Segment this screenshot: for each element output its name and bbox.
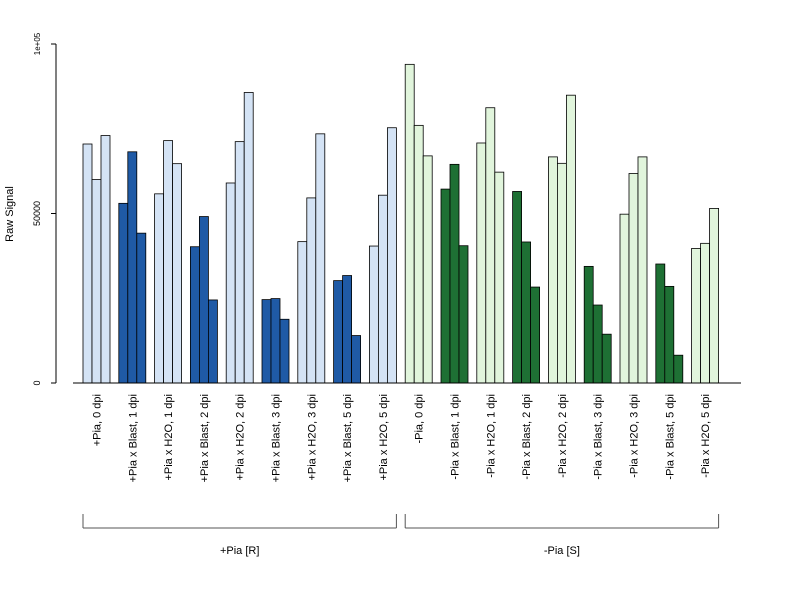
bar: [691, 248, 701, 384]
bar: [566, 94, 576, 384]
x-tick-label: -Pia, 0 dpi: [414, 394, 426, 444]
x-tick-label: -Pia x Blast, 3 dpi: [593, 394, 605, 480]
x-tick-label: +Pia x Blast, 5 dpi: [342, 394, 354, 482]
bar: [100, 135, 111, 384]
bar: [619, 213, 630, 384]
bar: [118, 202, 129, 384]
bar: [243, 92, 254, 384]
bar: [136, 232, 147, 384]
x-tick-label: -Pia x H2O, 1 dpi: [485, 394, 497, 478]
x-tick-label: +Pia x H2O, 3 dpi: [306, 394, 318, 481]
bar: [476, 142, 487, 384]
bar: [351, 335, 362, 384]
y-tick-label: 50000: [32, 201, 42, 226]
bar: [548, 156, 558, 384]
y-axis: 0 50000 1e+05: [32, 32, 57, 386]
x-tick-label: +Pia x Blast, 3 dpi: [271, 394, 283, 482]
x-tick-label: +Pia x H2O, 1 dpi: [163, 394, 175, 481]
bar: [413, 124, 424, 384]
x-tick-label: -Pia x Blast, 5 dpi: [664, 394, 676, 480]
bar: [655, 263, 666, 384]
bar: [207, 299, 218, 384]
bar: [270, 298, 281, 384]
bar: [709, 208, 719, 384]
bar: [637, 156, 648, 384]
bar: [163, 140, 174, 384]
bar: [422, 155, 433, 384]
bar: [189, 246, 200, 384]
bar: [512, 191, 522, 384]
x-tick-label: -Pia x Blast, 2 dpi: [521, 394, 533, 480]
bar: [449, 163, 460, 384]
bar: [673, 354, 684, 384]
x-tick-label: -Pia x Blast, 1 dpi: [450, 394, 462, 480]
bar: [91, 179, 102, 384]
bar-groups: [82, 63, 719, 384]
bar: [279, 318, 290, 384]
x-tick-label: +Pia, 0 dpi: [92, 394, 104, 446]
y-tick-label: 0: [32, 380, 42, 385]
x-tick-label: -Pia x H2O, 3 dpi: [629, 394, 641, 478]
x-tick-label: +Pia x H2O, 2 dpi: [235, 394, 247, 481]
bar: [315, 133, 326, 384]
x-tick-label: +Pia x Blast, 1 dpi: [127, 394, 139, 482]
y-axis-label: Raw Signal: [4, 186, 16, 242]
bar: [172, 163, 183, 384]
bar: [306, 197, 317, 384]
bar: [342, 275, 353, 384]
x-tick-labels: +Pia, 0 dpi +Pia x Blast, 1 dpi +Pia x H2O…: [92, 394, 713, 482]
bar: [583, 265, 594, 384]
x-tick-label: +Pia x H2O, 5 dpi: [378, 394, 390, 481]
bar: [494, 171, 505, 384]
bar: [297, 241, 308, 384]
bar: [333, 280, 344, 384]
bar: [234, 141, 245, 384]
bar: [154, 193, 165, 384]
bar: [261, 299, 272, 384]
bar: [225, 182, 236, 384]
bar: [377, 194, 388, 384]
bar: [700, 242, 710, 384]
bar: [368, 245, 379, 384]
x-tick-label: +Pia x Blast, 2 dpi: [199, 394, 211, 482]
bar: [485, 107, 496, 384]
bar: [530, 286, 540, 384]
group-label: +Pia [R]: [220, 545, 259, 557]
y-tick-label: 1e+05: [33, 32, 42, 55]
bar: [198, 216, 209, 384]
bar: [404, 63, 415, 384]
bar: [521, 241, 531, 384]
x-tick-label: -Pia x H2O, 2 dpi: [557, 394, 569, 478]
bar: [628, 173, 639, 384]
group-label: -Pia [S]: [544, 545, 580, 557]
bar: [127, 151, 138, 384]
bar: [386, 127, 397, 384]
bar: [592, 304, 603, 384]
bar: [601, 333, 612, 384]
bar: [440, 188, 451, 384]
group-brackets: +Pia [R] -Pia [S]: [82, 514, 720, 557]
bar: [557, 162, 567, 384]
bar: [82, 143, 93, 384]
x-tick-label: -Pia x H2O, 5 dpi: [700, 394, 712, 478]
bar: [664, 285, 675, 384]
bar: [458, 245, 469, 384]
